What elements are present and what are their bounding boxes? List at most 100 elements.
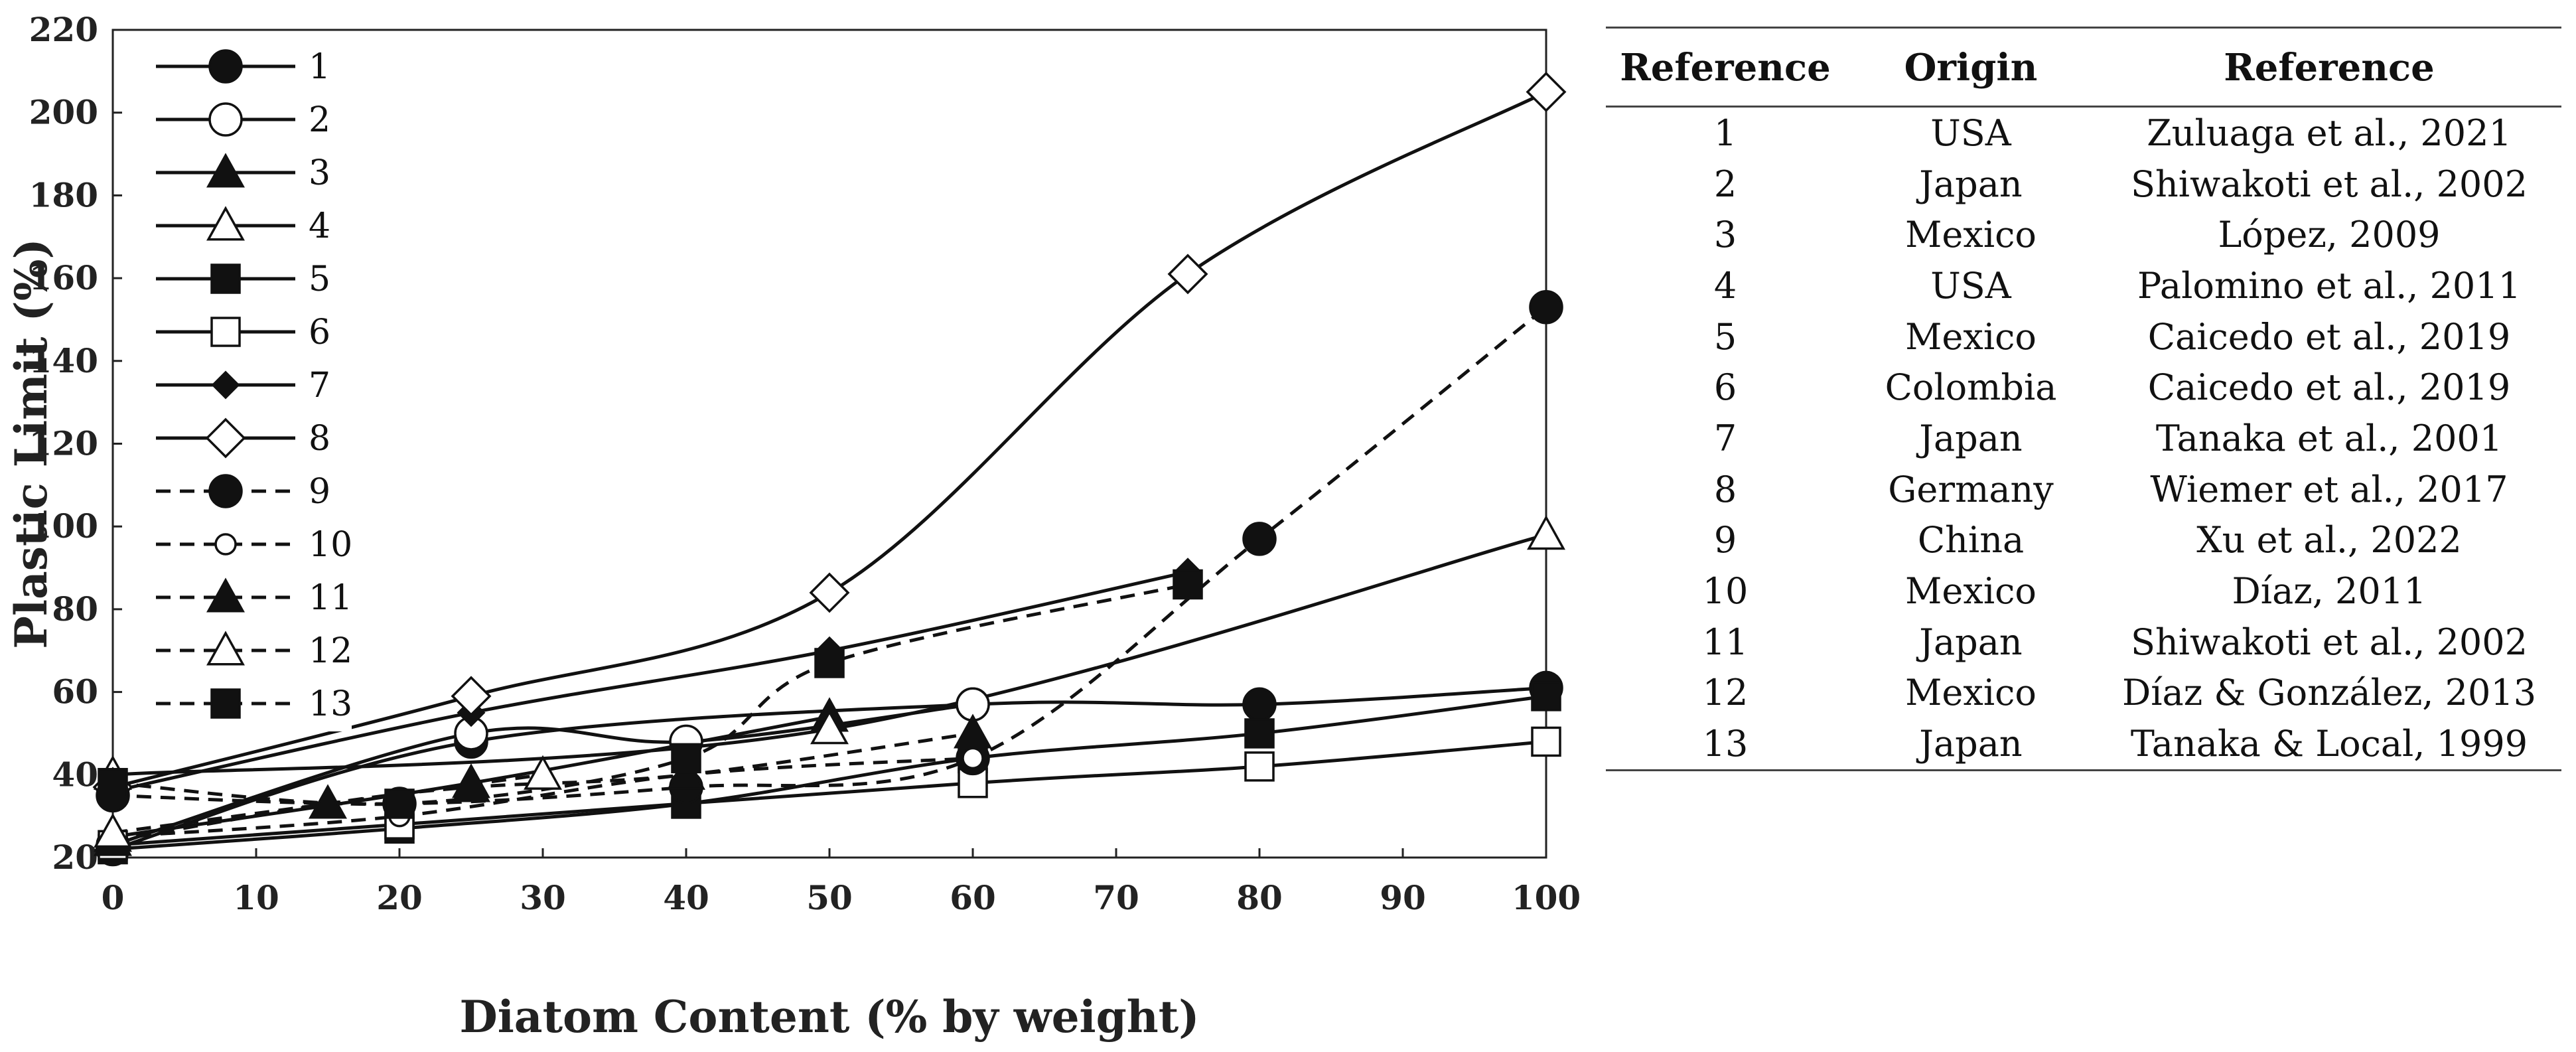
data-point-series-6: [1531, 726, 1561, 757]
series-line-5: [112, 694, 1547, 852]
y-tick-label: 80: [52, 589, 98, 629]
data-point-series-8: [809, 572, 850, 613]
data-point-series-13: [1173, 569, 1203, 600]
data-point-series-11: [452, 767, 490, 802]
cell-reference-source: Shiwakoti et al., 2002: [2130, 163, 2528, 205]
legend-label: 6: [309, 313, 330, 352]
cell-reference-source: Díaz & González, 2013: [2121, 672, 2537, 714]
table-header-row: Reference Origin Reference: [1606, 27, 2561, 108]
cell-reference-number: 5: [1713, 315, 1737, 358]
legend-marker-13: [210, 688, 241, 719]
header-reference-number: Reference: [1606, 27, 1845, 108]
table-row: 3 Mexico López, 2009: [1606, 209, 2561, 260]
data-point-series-8: [1167, 254, 1208, 295]
cell-reference-number: 6: [1713, 366, 1737, 409]
cell-reference-source: Tanaka et al., 2001: [2155, 417, 2503, 459]
x-tick-label: 60: [950, 878, 996, 917]
table-row: 11 Japan Shiwakoti et al., 2002: [1606, 617, 2561, 668]
series-line-1: [112, 686, 1547, 851]
legend-marker-1: [208, 49, 243, 84]
legend-label: 2: [309, 100, 330, 140]
cell-reference-number: 9: [1713, 519, 1737, 562]
x-tick-label: 0: [102, 878, 125, 917]
legend-marker-8: [205, 417, 246, 459]
data-point-series-8: [1526, 72, 1567, 112]
cell-origin: Mexico: [1905, 570, 2037, 613]
x-tick-label: 40: [663, 878, 709, 917]
y-tick-label: 160: [29, 258, 98, 297]
table-row: 8 Germany Wiemer et al., 2017: [1606, 464, 2561, 515]
legend-label: 10: [309, 525, 352, 565]
legend-label: 11: [309, 578, 352, 618]
table-row: 12 Mexico Díaz & González, 2013: [1606, 668, 2561, 719]
legend-label: 12: [309, 631, 352, 671]
cell-reference-source: López, 2009: [2218, 214, 2441, 256]
cell-origin: Colombia: [1885, 366, 2057, 409]
cell-origin: Mexico: [1905, 214, 2037, 256]
data-point-series-13: [98, 768, 128, 798]
series-line-7: [112, 570, 1188, 793]
cell-reference-source: Shiwakoti et al., 2002: [2130, 621, 2528, 663]
cell-reference-source: Zuluaga et al., 2021: [2147, 112, 2512, 154]
x-tick-label: 10: [233, 878, 279, 917]
legend-marker-11: [206, 577, 245, 613]
x-tick-label: 100: [1512, 878, 1581, 917]
legend-marker-6: [210, 317, 241, 347]
series-line-10: [112, 756, 973, 839]
cell-origin: Japan: [1919, 621, 2023, 663]
legend-label: 3: [309, 153, 330, 193]
data-point-series-4: [810, 710, 849, 745]
cell-origin: Mexico: [1905, 672, 2037, 714]
data-point-series-13: [814, 648, 845, 678]
cell-reference-source: Xu et al., 2022: [2196, 519, 2462, 562]
y-tick-label: 100: [29, 506, 98, 546]
table-body: 1 USA Zuluaga et al., 2021 2 Japan Shiwakoti …: [1606, 107, 2561, 771]
cell-reference-number: 13: [1606, 718, 1845, 771]
table-row: 9 China Xu et al., 2022: [1606, 515, 2561, 566]
table-row: 1 USA Zuluaga et al., 2021: [1606, 107, 2561, 159]
series-line-11: [112, 731, 973, 843]
data-point-series-13: [671, 743, 701, 774]
legend-marker-2: [208, 102, 243, 137]
data-point-series-5: [1244, 718, 1275, 749]
table-row: 2 Japan Shiwakoti et al., 2002: [1606, 159, 2561, 210]
header-reference-source: Reference: [2097, 27, 2561, 108]
cell-reference-number: 7: [1713, 417, 1737, 459]
cell-reference-number: 8: [1713, 468, 1737, 510]
x-tick-label: 90: [1380, 878, 1426, 917]
data-point-series-12: [524, 755, 562, 790]
cell-origin: USA: [1930, 264, 2011, 307]
data-point-series-10: [962, 747, 984, 770]
cell-origin: USA: [1930, 112, 2011, 154]
cell-reference-number: 11: [1702, 621, 1749, 663]
y-tick-label: 220: [29, 10, 98, 49]
legend-label: 5: [309, 260, 330, 299]
data-point-series-1: [1242, 687, 1277, 722]
x-tick-label: 50: [806, 878, 853, 917]
legend-marker-10: [214, 533, 237, 556]
cell-origin: Mexico: [1905, 315, 2037, 358]
x-axis-label: Diatom Content (% by weight): [460, 991, 1200, 1043]
table-row: 13 Japan Tanaka & Local, 1999: [1606, 718, 2561, 771]
legend-marker-12: [206, 631, 245, 666]
y-tick-label: 120: [29, 424, 98, 463]
cell-origin: Germany: [1888, 468, 2054, 510]
y-axis-label: Plastic Limit (%): [5, 238, 57, 648]
x-tick-label: 80: [1236, 878, 1283, 917]
data-point-series-11: [309, 784, 347, 819]
x-tick-label: 20: [376, 878, 423, 917]
cell-reference-source: Caicedo et al., 2019: [2147, 366, 2511, 409]
legend-marker-7: [211, 370, 240, 400]
x-tick-label: 30: [520, 878, 566, 917]
data-point-series-4: [1527, 515, 1565, 550]
x-tick-label: 70: [1093, 878, 1139, 917]
y-tick-label: 200: [29, 93, 98, 132]
y-tick-label: 60: [52, 672, 98, 712]
reference-table-container: Reference Origin Reference 1 USA Zuluaga e…: [1606, 27, 2561, 771]
plastic-limit-chart: 20 40 60 80 100 120 140 160 180 200 220 0 10 20 30 40 50…: [5, 10, 1581, 1043]
y-tick-label: 40: [52, 755, 98, 794]
legend-marker-9: [208, 474, 243, 508]
cell-reference-number: 3: [1713, 214, 1737, 256]
y-tick-label: 20: [52, 838, 98, 877]
